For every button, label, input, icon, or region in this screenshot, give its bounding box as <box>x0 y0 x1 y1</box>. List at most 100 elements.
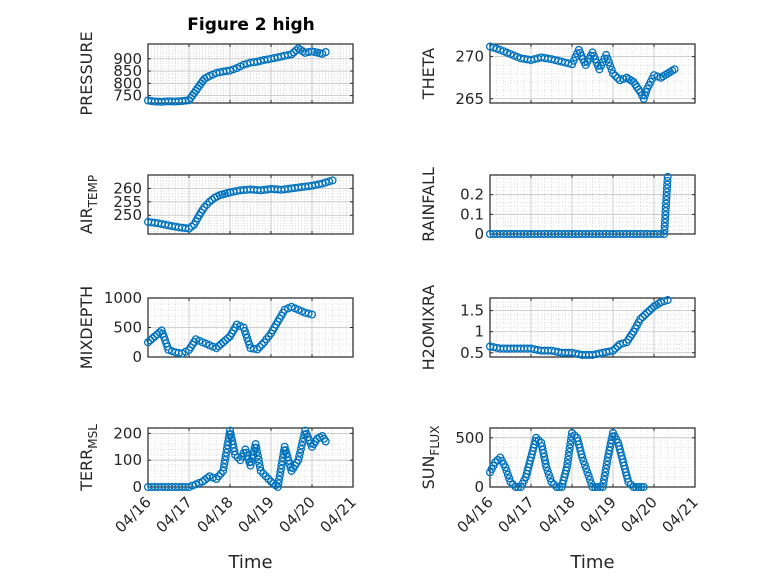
y-tick-label: 270 <box>455 48 484 66</box>
data-point <box>570 431 579 440</box>
series-markers <box>485 42 679 103</box>
subplot-mixdepth: 0 500 1000 MIXDEPTH <box>77 286 354 369</box>
data-point <box>253 345 262 354</box>
data-point <box>601 468 610 477</box>
data-point <box>662 195 671 204</box>
data-point <box>244 337 253 346</box>
y-axis-label: MIXDEPTH <box>77 286 96 369</box>
data-point <box>637 482 646 492</box>
series-markers <box>143 426 330 492</box>
y-axis-label-main: AIR <box>77 207 96 234</box>
data-point <box>580 460 589 469</box>
data-point <box>636 315 645 324</box>
data-point <box>563 455 573 464</box>
data-point <box>643 308 652 317</box>
data-point <box>662 191 671 201</box>
data-point <box>598 482 607 492</box>
series-markers <box>485 428 648 492</box>
data-point <box>613 73 622 83</box>
data-point <box>544 470 553 479</box>
y-axis-label-main: SUN <box>419 456 438 490</box>
data-point <box>502 466 511 476</box>
data-point <box>153 330 162 339</box>
data-point <box>304 309 313 318</box>
y-tick-label: 900 <box>113 50 142 68</box>
data-point <box>566 440 575 449</box>
data-point <box>624 478 633 487</box>
data-point <box>603 54 612 63</box>
data-point <box>629 482 638 492</box>
y-axis-label-subscript: MSL <box>86 424 100 449</box>
y-axis-label: THETA <box>419 48 438 100</box>
data-point <box>663 172 672 182</box>
data-point <box>608 346 618 355</box>
y-tick-label: 800 <box>113 74 142 92</box>
y-tick-label: 0 <box>474 225 484 243</box>
data-point <box>252 443 261 452</box>
y-tick-label: 255 <box>113 193 142 211</box>
data-point <box>602 50 611 60</box>
data-point <box>143 338 153 347</box>
data-point <box>150 332 159 341</box>
y-axis-label-main: RAINFALL <box>419 167 438 242</box>
data-point <box>662 199 671 208</box>
data-point <box>661 210 670 220</box>
x-axis-label: Time <box>569 552 614 573</box>
y-tick-label: 1000 <box>104 289 142 307</box>
data-point <box>606 62 615 71</box>
data-point <box>239 323 248 332</box>
data-point <box>670 65 679 74</box>
data-point <box>600 471 609 480</box>
data-point <box>203 474 212 483</box>
data-point <box>660 218 669 227</box>
y-tick-label: 100 <box>113 451 142 469</box>
data-point <box>541 459 550 468</box>
y-axis-label-subscript: TEMP <box>86 175 100 209</box>
data-point <box>632 482 641 492</box>
y-axis-label-main: MIXDEPTH <box>77 286 96 369</box>
data-point <box>602 460 611 469</box>
data-point <box>640 310 649 319</box>
data-point <box>662 184 672 193</box>
data-point <box>661 214 670 223</box>
data-point <box>591 482 600 492</box>
data-point <box>662 188 671 197</box>
data-point <box>565 447 574 457</box>
data-point <box>505 474 514 483</box>
data-point <box>645 306 654 315</box>
y-tick-label: 0.1 <box>460 205 484 223</box>
data-point <box>511 482 520 492</box>
y-axis-label: SUNFLUX <box>419 426 442 490</box>
data-point <box>219 466 228 475</box>
data-point <box>564 451 573 460</box>
data-point <box>287 50 296 59</box>
data-point <box>608 69 618 78</box>
data-point <box>660 229 669 239</box>
data-point <box>230 447 239 456</box>
data-point <box>532 433 541 442</box>
data-point <box>661 203 670 212</box>
data-point <box>542 463 551 472</box>
y-axis-label: TERRMSL <box>77 424 100 492</box>
data-point <box>255 459 264 468</box>
data-point <box>241 330 250 339</box>
data-point <box>277 461 286 470</box>
data-point <box>660 222 669 231</box>
y-axis-label: AIRTEMP <box>77 175 100 234</box>
series-markers <box>143 44 330 106</box>
data-point <box>585 475 594 484</box>
data-point <box>253 447 262 456</box>
data-point <box>216 340 225 349</box>
data-point <box>257 340 266 349</box>
axes-box <box>147 43 354 104</box>
data-point <box>506 478 515 487</box>
data-point <box>663 296 672 305</box>
data-point <box>562 463 571 472</box>
y-axis-label-main: TERR <box>77 449 96 492</box>
y-tick-label: 1 <box>474 323 484 341</box>
data-point <box>297 441 306 450</box>
data-point <box>534 436 543 445</box>
y-tick-label: 750 <box>113 87 142 105</box>
